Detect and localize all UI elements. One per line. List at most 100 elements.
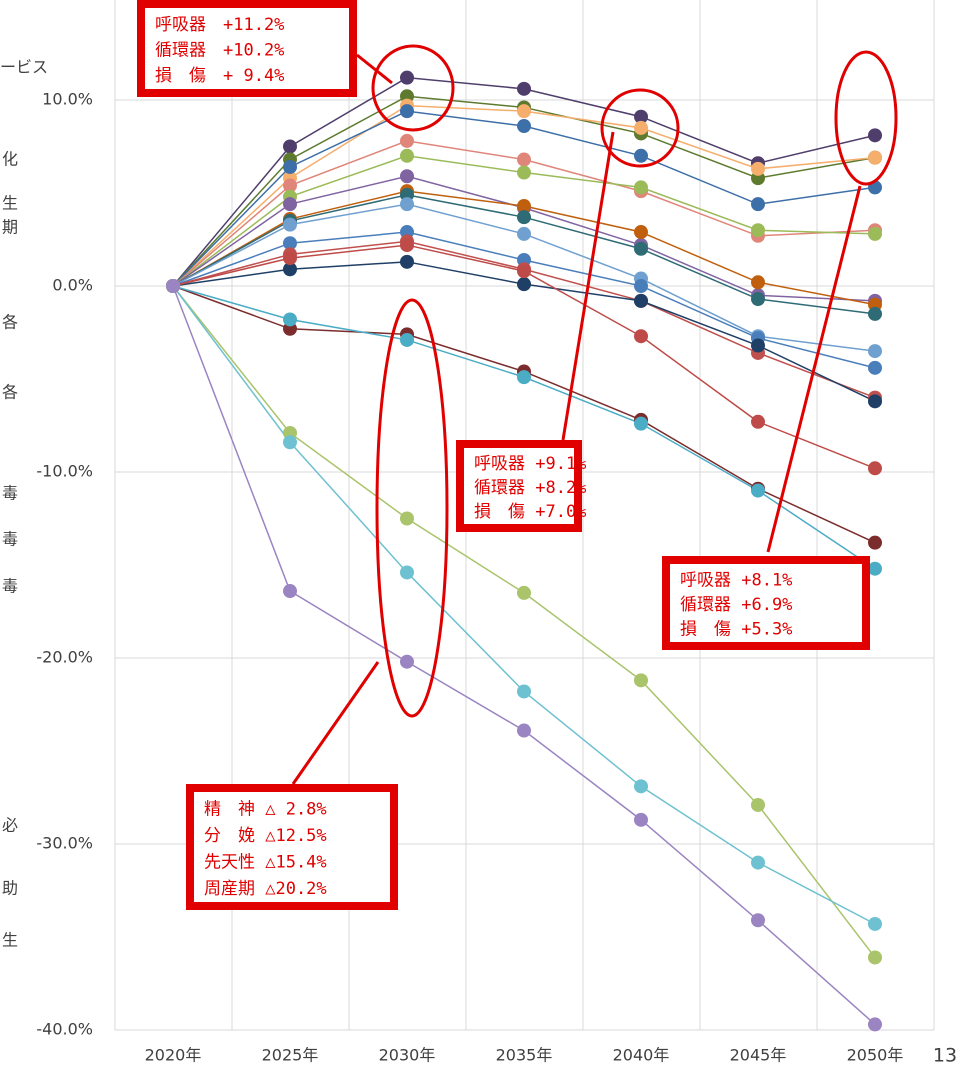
y-tick-label: 0.0%	[52, 276, 93, 295]
data-point	[868, 306, 882, 321]
annotation-text: 損 傷 +5.3%	[680, 620, 792, 640]
annotation-box	[662, 556, 870, 650]
annotation-text: 損 傷 +7.0%	[474, 502, 586, 522]
data-point	[517, 264, 531, 279]
data-point	[868, 344, 882, 359]
annotation-text: 循環器 +6.9%	[680, 595, 792, 615]
arrow	[561, 131, 615, 441]
data-point	[283, 178, 297, 193]
cropped-legend-text: 期	[2, 218, 18, 237]
cropped-legend-text: ービス	[0, 58, 48, 77]
data-point	[400, 70, 414, 85]
data-point	[517, 723, 531, 738]
data-point	[634, 416, 648, 431]
data-point	[517, 81, 531, 96]
x-tick-label: 2020年	[145, 1046, 202, 1065]
data-point	[283, 262, 297, 277]
data-point	[751, 223, 765, 238]
data-point	[400, 133, 414, 148]
annotation-text: 呼吸器 +9.1%	[474, 454, 586, 474]
cropped-legend-text: 化	[2, 150, 18, 169]
y-tick-label: 10.0%	[42, 90, 93, 109]
highlight-ellipse	[834, 50, 898, 186]
plot: 呼吸器 +11.2% 循環器 +10.2% 損 傷 + 9.4% 呼吸器 +9.1% 循…	[137, 0, 882, 1032]
annotation-text: 循環器 +10.2%	[155, 41, 284, 61]
annotation-text: 呼吸器 +8.1%	[680, 570, 792, 590]
x-tick-label: 2040年	[613, 1046, 670, 1065]
data-point	[751, 913, 765, 928]
data-point	[283, 159, 297, 174]
data-point	[517, 104, 531, 119]
highlight-ellipse	[371, 44, 455, 132]
data-point	[634, 241, 648, 256]
data-point	[868, 461, 882, 476]
cropped-legend-text: 生	[2, 194, 18, 213]
data-point	[400, 148, 414, 163]
cropped-legend-text: 必	[2, 816, 18, 835]
annotation-box	[137, 0, 357, 97]
data-point	[868, 916, 882, 931]
annotation-shapes	[291, 44, 898, 785]
data-point	[751, 292, 765, 307]
data-point	[751, 161, 765, 176]
cropped-legend-text: 毒	[2, 530, 18, 549]
arrow	[291, 661, 380, 785]
data-point	[868, 561, 882, 576]
data-point	[400, 169, 414, 184]
data-point	[400, 197, 414, 212]
data-point	[634, 148, 648, 163]
annotation-text: 先天性 △15.4%	[204, 852, 327, 872]
data-point	[751, 338, 765, 353]
data-point	[283, 217, 297, 232]
annotation-text: 循環器 +8.2%	[474, 478, 586, 498]
data-point	[634, 673, 648, 688]
data-point	[400, 565, 414, 580]
data-point	[751, 855, 765, 870]
data-point	[751, 197, 765, 212]
series-line	[172, 285, 876, 1025]
data-point	[868, 150, 882, 165]
data-point	[400, 654, 414, 669]
data-point	[517, 585, 531, 600]
data-point	[517, 152, 531, 167]
data-point	[868, 535, 882, 550]
grid: -40.0% -30.0% -20.0% -10.0% 0.0% 10.0% 2020年 20…	[36, 0, 935, 1065]
data-point	[283, 584, 297, 599]
data-point	[400, 104, 414, 119]
x-tick-label: 2025年	[262, 1046, 319, 1065]
annotation-text: 損 傷 + 9.4%	[155, 66, 284, 86]
annotation-text: 精 神 △ 2.8%	[204, 799, 327, 819]
x-tick-label: 2035年	[496, 1046, 553, 1065]
arrow	[356, 53, 393, 85]
cropped-legend-text: 各	[2, 383, 18, 402]
highlight-ellipse	[600, 88, 680, 168]
data-point	[400, 511, 414, 526]
data-point	[517, 226, 531, 241]
data-point	[868, 360, 882, 375]
data-point	[283, 236, 297, 251]
cropped-legend-text: 生	[2, 931, 18, 950]
annotation-text: 周産期 △20.2%	[204, 879, 327, 899]
y-tick-label: -20.0%	[36, 648, 93, 667]
cropped-legend-text: 毒	[2, 577, 18, 596]
data-point	[283, 435, 297, 450]
data-point	[868, 128, 882, 143]
annotation-box	[456, 440, 582, 532]
data-point	[751, 414, 765, 429]
data-point	[400, 332, 414, 347]
annotation-box	[186, 784, 398, 910]
cropped-legend-text: 助	[2, 879, 18, 898]
data-point	[634, 329, 648, 344]
cropped-legend-text: 各	[2, 313, 18, 332]
arrow	[766, 185, 862, 553]
y-tick-label: -10.0%	[36, 462, 93, 481]
y-tick-label: -30.0%	[36, 834, 93, 853]
data-point	[634, 293, 648, 308]
data-point	[283, 251, 297, 266]
data-point	[634, 120, 648, 135]
data-point	[868, 950, 882, 965]
data-point	[400, 238, 414, 253]
data-point	[400, 254, 414, 269]
data-point	[517, 210, 531, 225]
